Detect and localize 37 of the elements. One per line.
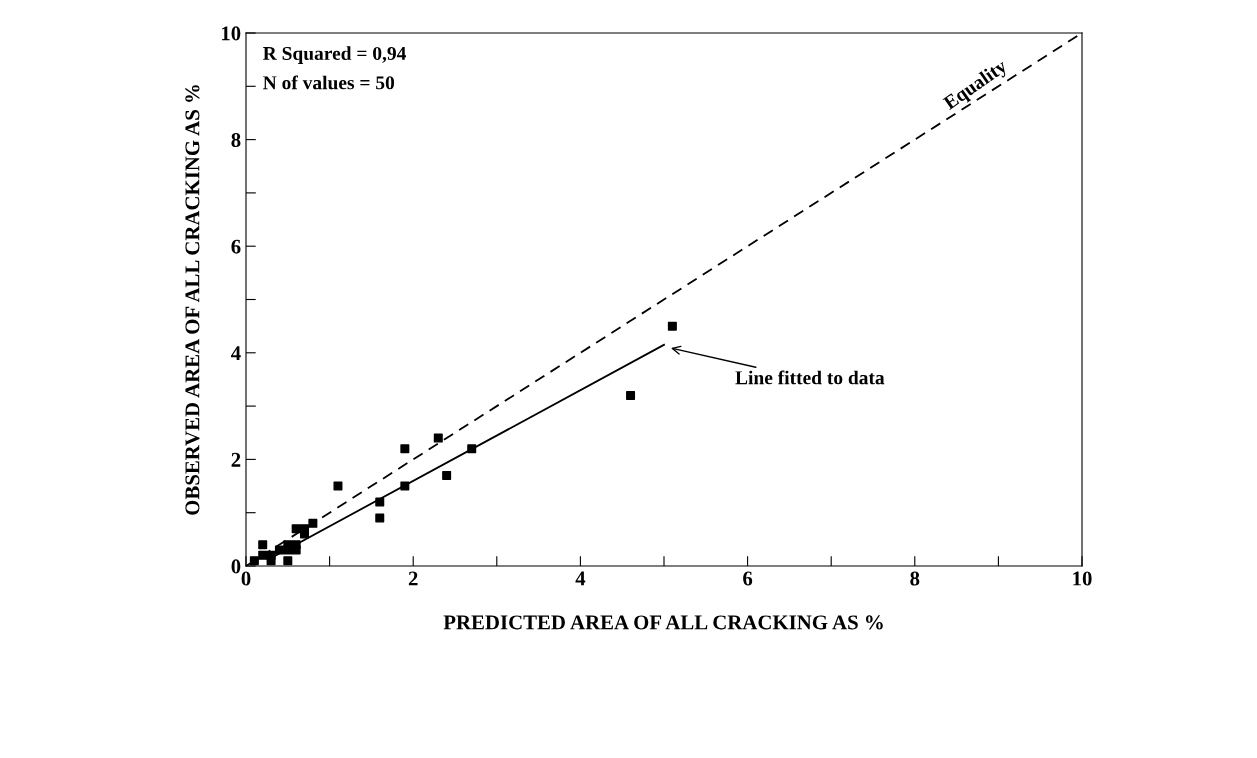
annotation: R Squared = 0,94 [263,46,406,64]
y-tick-label: 6 [231,239,241,254]
x-tick-label: 2 [408,571,418,586]
x-tick-label: 6 [743,571,753,586]
y-axis-title: OBSERVED AREA OF ALL CRACKING AS % [185,85,200,515]
x-tick-label: 4 [575,571,586,586]
point [400,481,410,491]
x-tick-label: 10 [1073,571,1092,586]
point [258,540,268,550]
point [667,321,677,331]
y-tick-label: 8 [231,132,241,148]
point [433,433,443,443]
point [467,444,477,454]
y-tick-label: 0 [231,559,241,574]
point [249,556,259,566]
point [400,444,410,454]
x-tick-label: 8 [910,571,920,586]
y-tick-label: 4 [231,346,241,361]
point [258,550,268,560]
point [308,518,318,528]
point [274,545,284,555]
point [375,497,385,507]
x-axis-title: PREDICTED AREA OF ALL CRACKING AS % [443,615,883,630]
x-tick-label: 0 [241,571,251,586]
point [375,513,385,523]
point [442,470,452,480]
point [291,524,301,534]
annotation: Line fitted to data [735,370,885,385]
annotation: N of values = 50 [263,75,395,90]
y-tick-label: 10 [221,26,241,41]
point [291,545,301,555]
point [283,545,293,555]
y-tick-label: 2 [231,452,241,467]
point [626,390,636,400]
point [283,556,293,566]
point [333,481,343,491]
point [266,556,276,566]
